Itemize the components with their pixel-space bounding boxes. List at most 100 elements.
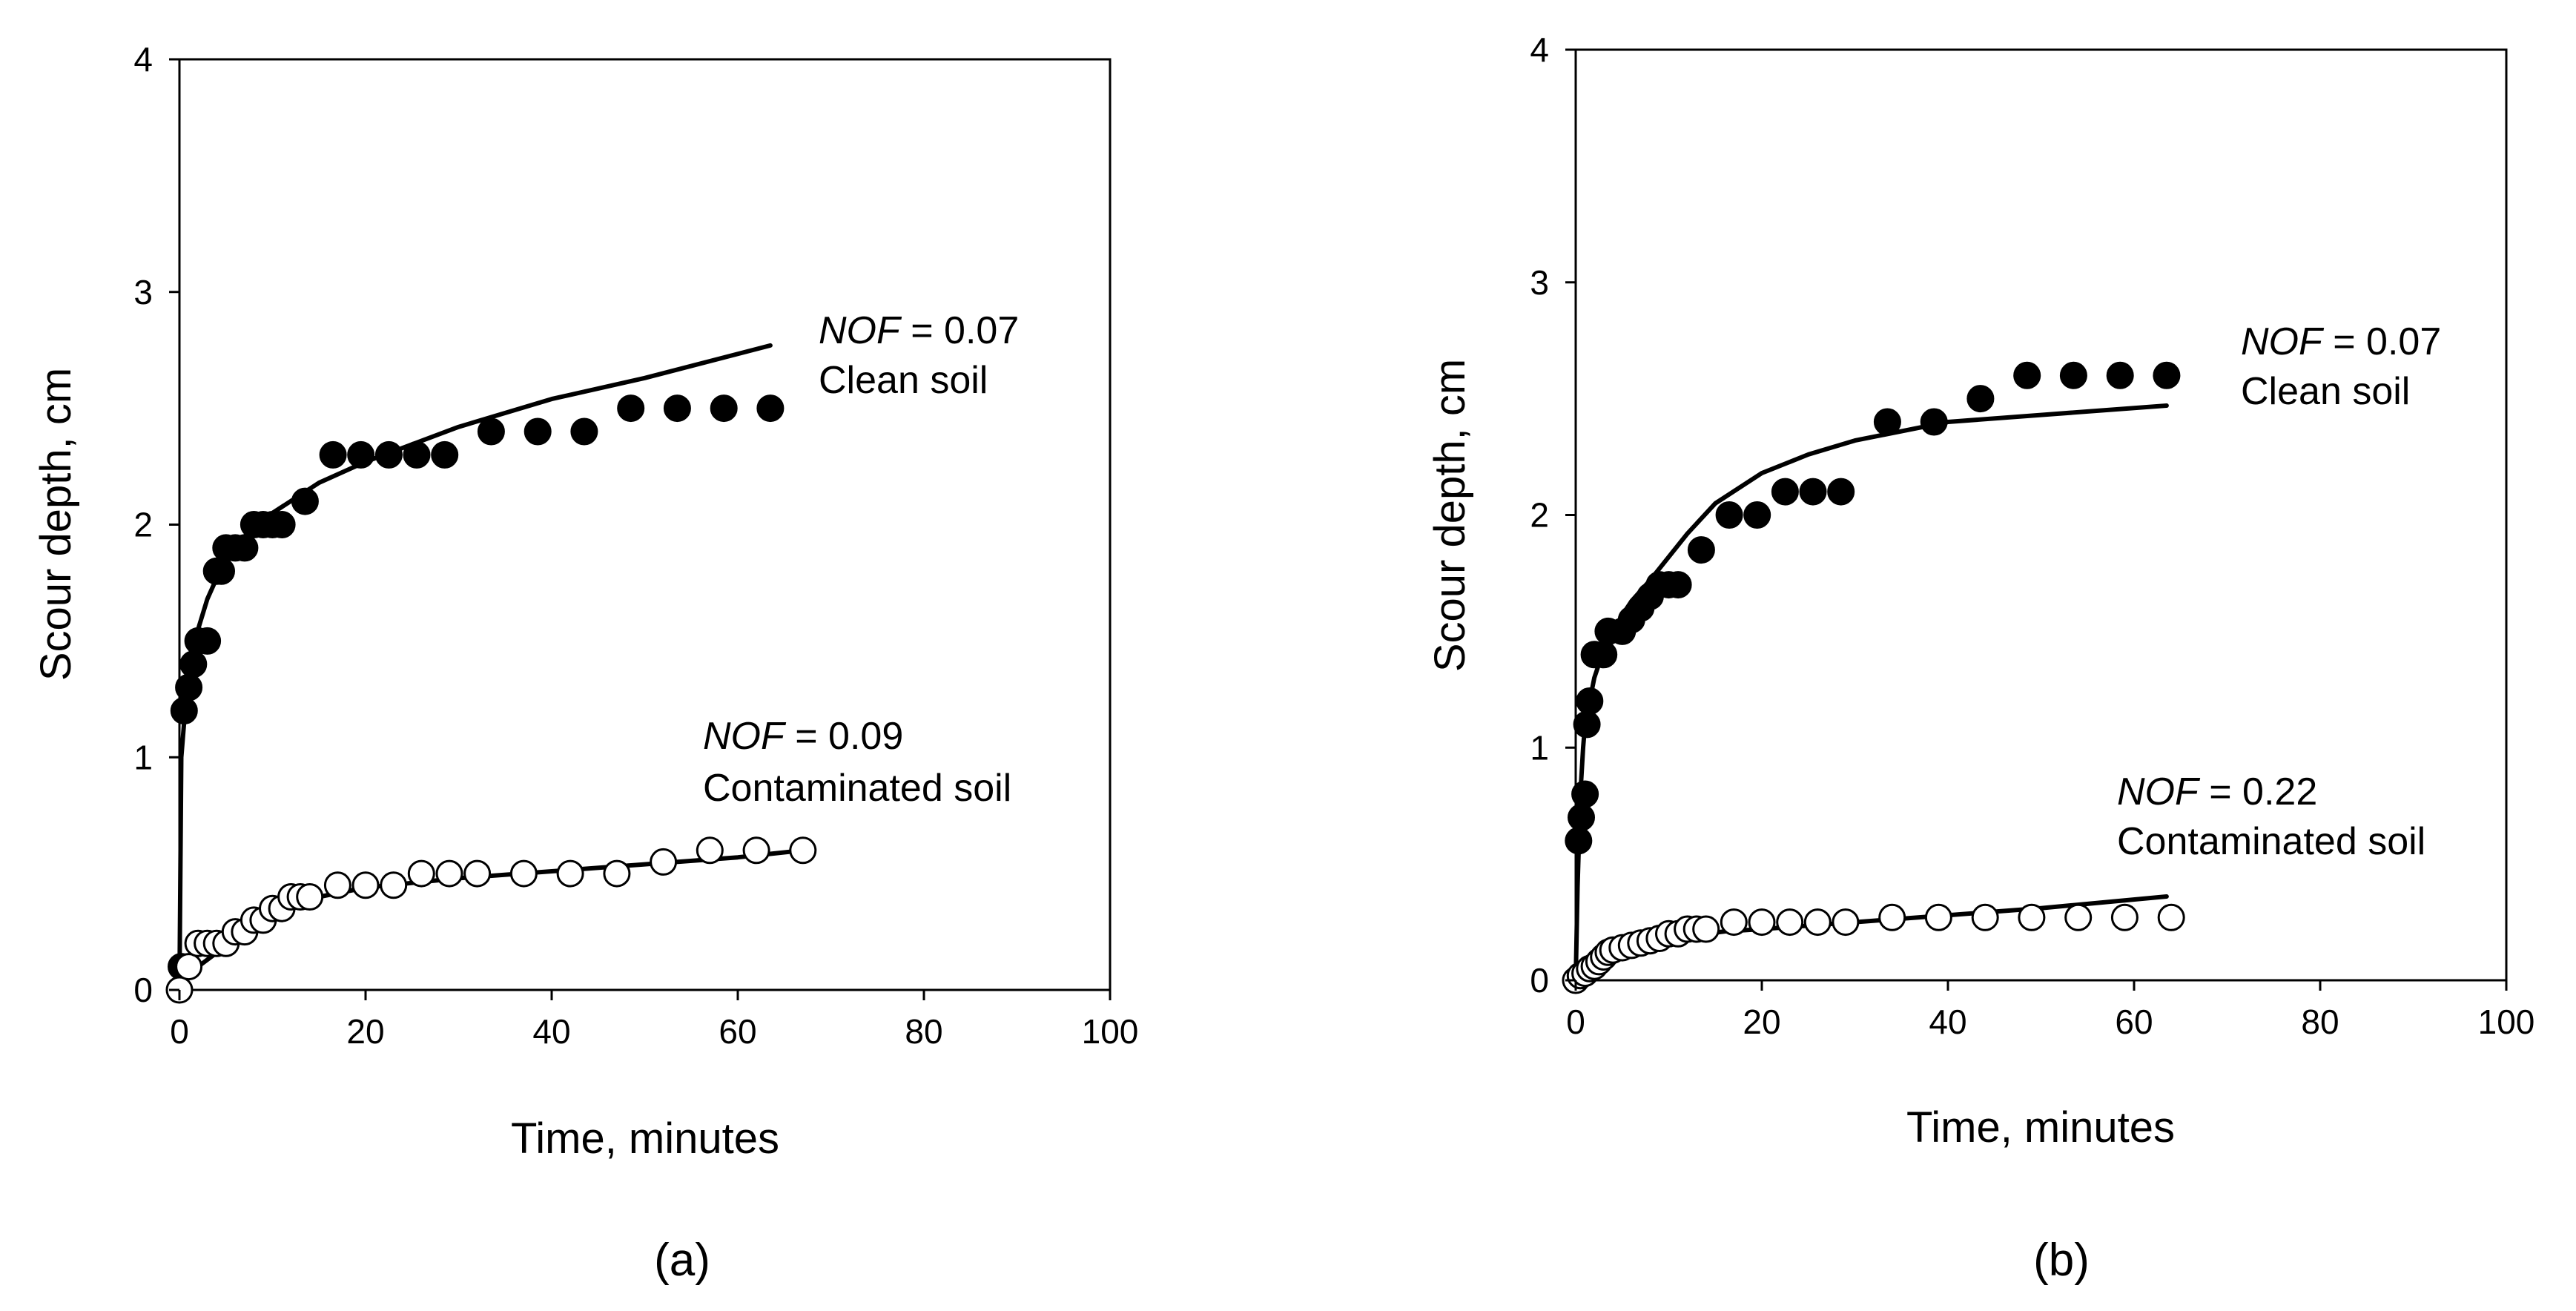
contaminated-soil-point <box>742 836 770 865</box>
y-ticks: 0 1 2 3 4 <box>133 40 179 1009</box>
nof-value: = 0.09 <box>785 715 903 758</box>
clean-soil-point <box>268 511 296 538</box>
contaminated-soil-point <box>407 859 435 888</box>
plot-frame <box>178 58 1112 991</box>
clean-soil-point <box>1576 687 1604 715</box>
chart-a: 0 20 40 60 80 100 0 1 2 3 4 Time, minutes Scour d… <box>32 40 1138 1286</box>
contaminated-soil-point <box>2064 903 2093 931</box>
contaminated-soil-point <box>1832 908 1860 937</box>
x-tick-label: 40 <box>532 1012 570 1051</box>
clean-soil-point <box>2106 361 2134 389</box>
contaminated-soil-point <box>603 859 631 888</box>
clean-soil-point <box>617 394 645 423</box>
contaminated-soil-point <box>2157 903 2185 931</box>
clean-soil-point <box>2059 361 2087 389</box>
contaminated-soil-point <box>556 859 584 888</box>
contaminated-soil-point <box>1776 908 1804 937</box>
y-tick-label: 2 <box>133 506 153 544</box>
clean-soil-point <box>374 440 403 469</box>
x-tick-label: 0 <box>1566 1003 1585 1041</box>
fit-curve <box>177 343 773 992</box>
clean-soil-point <box>170 697 198 724</box>
clean-soil-point <box>1966 385 1995 413</box>
x-tick-label: 80 <box>2301 1003 2339 1041</box>
contaminated-soil-point <box>1803 908 1832 937</box>
clean-soil-point <box>319 440 347 469</box>
clean-soil-point <box>1715 501 1743 529</box>
y-ticks: 0 1 2 3 4 <box>1530 30 1576 1000</box>
clean-soil-point <box>208 557 235 585</box>
clean-soil-point <box>431 440 459 469</box>
x-tick-label: 0 <box>170 1012 189 1051</box>
contaminated-soil-point <box>1748 908 1776 937</box>
clean-soil-point <box>1873 408 1901 436</box>
panel-label: (a) <box>654 1235 710 1286</box>
clean-soil-point <box>291 487 319 515</box>
x-tick-label: 60 <box>2115 1003 2153 1041</box>
clean-soil-point <box>1687 536 1715 564</box>
clean-soil-point <box>194 627 222 655</box>
clean-soil-point <box>175 673 203 701</box>
x-axis-label: Time, minutes <box>1906 1103 2175 1152</box>
fit-lines <box>1573 403 2169 983</box>
x-tick-label: 20 <box>1743 1003 1780 1041</box>
contaminated-soil-point <box>463 859 492 888</box>
contaminated-soil-point <box>175 953 203 981</box>
contaminated-soil-point <box>2018 903 2046 931</box>
clean-soil-point <box>570 417 598 446</box>
y-tick-label: 0 <box>133 971 153 1009</box>
nof-value: = 0.07 <box>900 309 1019 352</box>
y-tick-label: 3 <box>1530 263 1549 302</box>
contaminated-soil-point <box>1878 903 1906 931</box>
clean-soil-point <box>403 440 431 469</box>
y-tick-label: 2 <box>1530 496 1549 535</box>
y-tick-label: 3 <box>133 273 153 311</box>
clean-soil-point <box>347 440 375 469</box>
annotation-contaminated-soil: Contaminated soil <box>2117 820 2425 863</box>
x-tick-label: 80 <box>905 1012 942 1051</box>
contaminated-soil-point <box>509 859 538 888</box>
annotation-contaminated-nof: NOF = 0.22 <box>2117 770 2317 813</box>
clean-soil-point <box>2013 361 2041 389</box>
clean-soil-point <box>1799 478 1827 506</box>
contaminated-soil-point <box>435 859 463 888</box>
data-points <box>1562 361 2185 994</box>
clean-soil-point <box>1573 710 1601 739</box>
contaminated-soil-point <box>789 836 817 865</box>
annotation-contaminated-nof: NOF = 0.09 <box>703 715 903 758</box>
annotation-clean-nof: NOF = 0.07 <box>819 309 1019 352</box>
clean-soil-point <box>1920 408 1948 436</box>
x-ticks: 0 20 40 60 80 100 <box>1566 980 2534 1041</box>
clean-soil-point <box>524 417 552 446</box>
contaminated-soil-point <box>1971 903 1999 931</box>
clean-soil-point <box>1565 827 1593 855</box>
contaminated-soil-point <box>380 871 408 899</box>
clean-soil-point <box>1743 501 1771 529</box>
x-ticks: 0 20 40 60 80 100 <box>170 990 1138 1051</box>
clean-soil-point <box>1571 780 1599 808</box>
annotation-clean-soil: Clean soil <box>2241 370 2410 413</box>
clean-soil-point <box>2153 361 2181 389</box>
nof-label: NOF <box>2117 770 2201 813</box>
x-axis-label: Time, minutes <box>511 1114 779 1163</box>
contaminated-soil-point <box>351 871 380 899</box>
clean-soil-point <box>477 417 505 446</box>
y-tick-label: 1 <box>133 738 153 776</box>
contaminated-soil-point <box>650 848 678 876</box>
data-points <box>165 394 817 1004</box>
annotation-clean-soil: Clean soil <box>819 359 988 402</box>
nof-value: = 0.07 <box>2322 320 2441 363</box>
contaminated-soil-point <box>296 883 324 911</box>
clean-soil-point <box>1771 478 1799 506</box>
y-tick-label: 4 <box>1530 30 1549 69</box>
nof-label: NOF <box>819 309 902 352</box>
clean-soil-point <box>1664 571 1692 599</box>
clean-soil-point <box>1568 803 1595 831</box>
clean-soil-point <box>179 650 208 678</box>
contaminated-soil-point <box>323 871 351 899</box>
x-tick-label: 40 <box>1929 1003 1966 1041</box>
contaminated-soil-point <box>2110 903 2139 931</box>
contaminated-soil-point <box>1924 903 1952 931</box>
y-axis-label: Scour depth, cm <box>1426 359 1474 672</box>
